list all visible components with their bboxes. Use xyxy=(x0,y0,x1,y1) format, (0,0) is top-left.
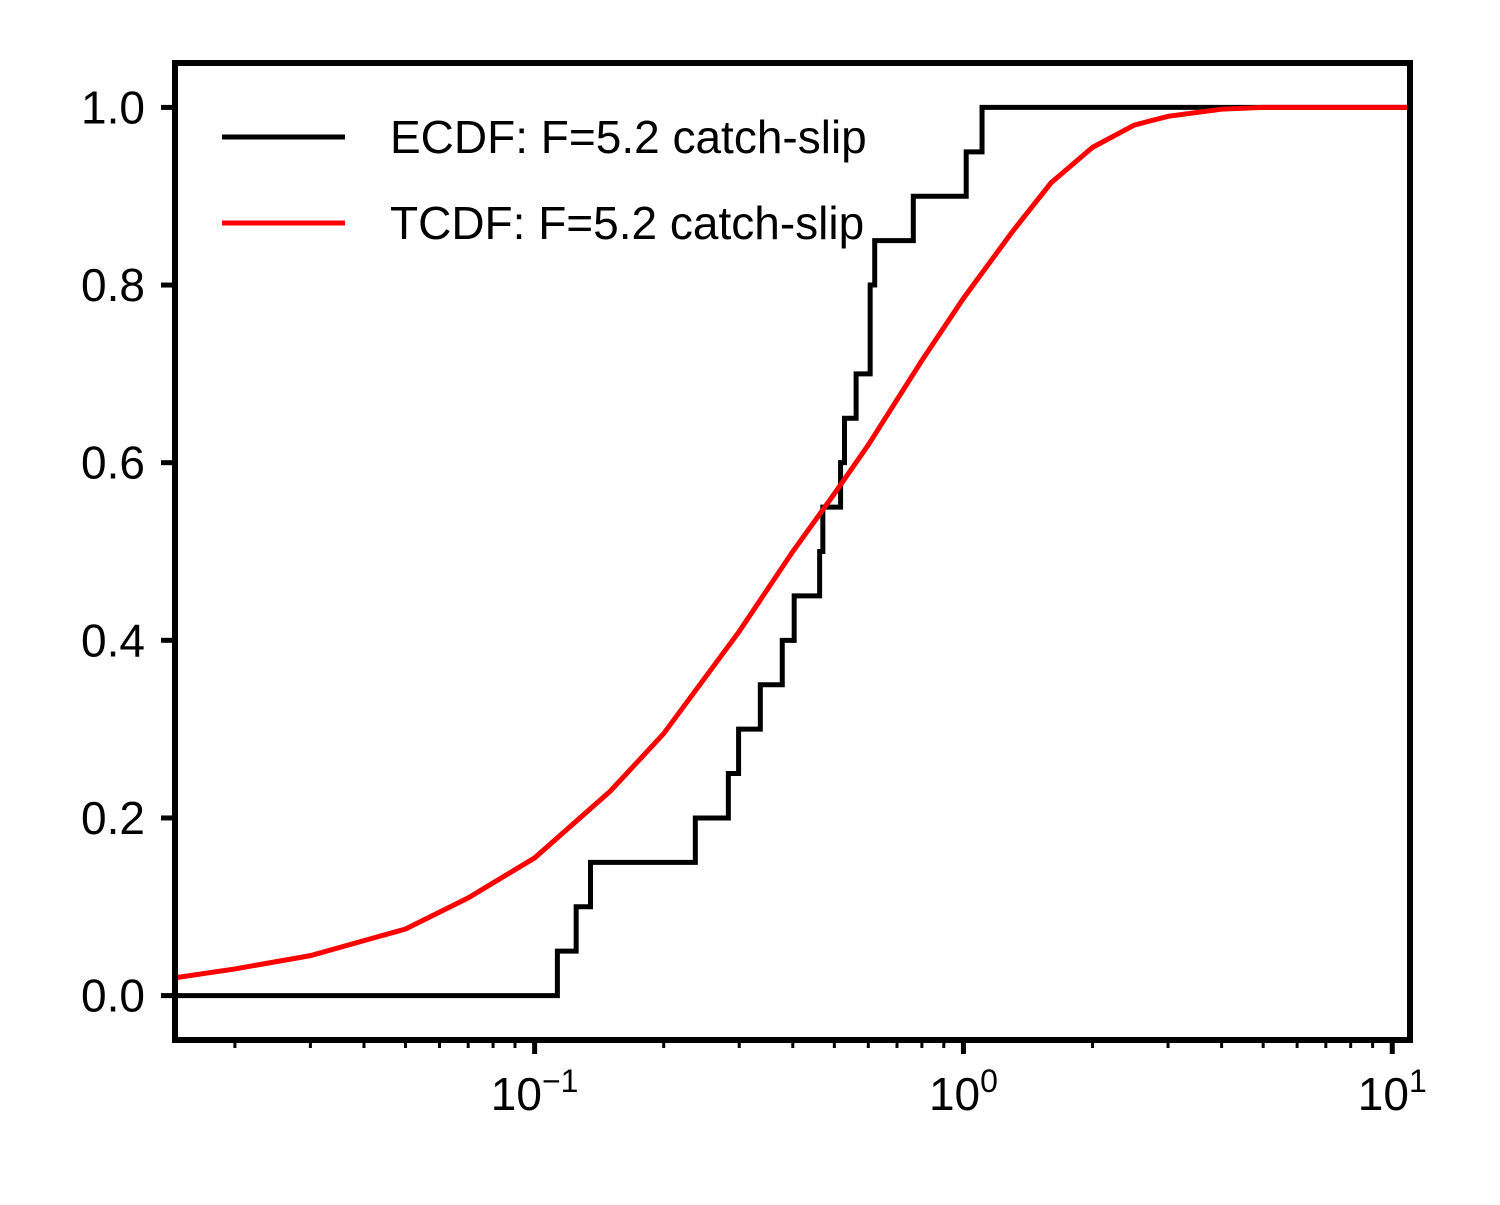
tcdf-series-line xyxy=(175,104,1410,981)
y-tick-label: 0.6 xyxy=(81,437,145,489)
y-tick-label: 0.4 xyxy=(81,614,145,666)
x-tick-label: 100 xyxy=(929,1063,998,1120)
legend: ECDF: F=5.2 catch-slip TCDF: F=5.2 catch-… xyxy=(222,111,867,249)
y-tick-label: 0.2 xyxy=(81,792,145,844)
legend-label: ECDF: F=5.2 catch-slip xyxy=(390,111,867,163)
y-tick-label: 0.0 xyxy=(81,970,145,1022)
legend-label: TCDF: F=5.2 catch-slip xyxy=(390,197,864,249)
x-tick-label: 10−1 xyxy=(491,1063,579,1120)
x-tick-label: 101 xyxy=(1358,1063,1427,1120)
y-tick-label: 0.8 xyxy=(81,259,145,311)
series-layer xyxy=(175,104,1410,999)
y-tick-label: 1.0 xyxy=(81,81,145,133)
ecdf-series-line xyxy=(175,104,1410,999)
axes-layer: 0.0 0.2 0.4 0.6 0.8 1.0 10−1 100 101 xyxy=(81,60,1427,1120)
